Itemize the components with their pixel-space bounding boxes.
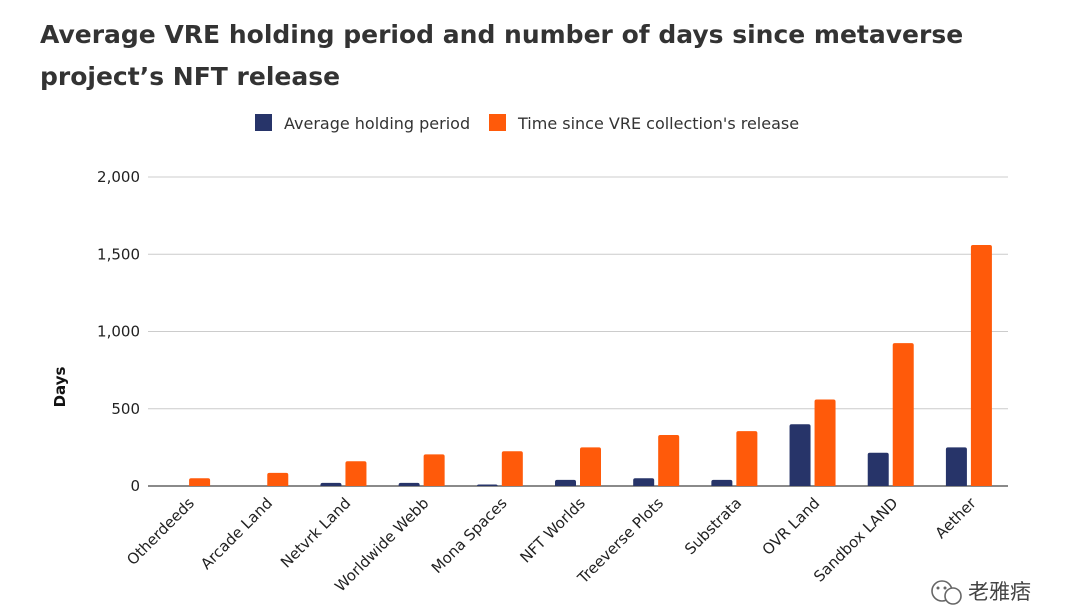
chart-title: Average VRE holding period and number of… — [40, 20, 964, 91]
bar-time-since-release — [814, 399, 836, 486]
y-tick-label: 0 — [130, 477, 140, 495]
watermark: 老雅痞 — [931, 580, 1031, 605]
bar-time-since-release — [345, 461, 367, 486]
bar-holding-period — [476, 484, 498, 487]
y-tick-label: 500 — [111, 400, 140, 418]
bar-time-since-release — [267, 472, 289, 486]
y-tick-labels: 0 500 1,000 1,500 2,000 — [97, 168, 140, 495]
bar-holding-period — [945, 447, 967, 486]
gridlines — [148, 176, 1008, 487]
x-tick-labels: Otherdeeds Arcade Land Netvrk LandWorldwid… — [123, 494, 980, 596]
bar-time-since-release — [501, 451, 523, 486]
bar-holding-period — [789, 424, 811, 486]
y-tick-label: 1,500 — [97, 245, 140, 263]
x-tick-label: Netvrk Land — [277, 494, 354, 571]
bar-holding-period — [711, 479, 733, 486]
bar-holding-period — [398, 482, 420, 486]
bar-time-since-release — [423, 454, 445, 486]
y-axis-label: Days — [51, 367, 69, 408]
x-tick-label: Arcade Land — [197, 494, 276, 573]
bar-time-since-release — [736, 431, 758, 486]
bar-holding-period — [555, 479, 576, 486]
bars — [189, 244, 992, 487]
legend-swatch-holding-period — [255, 114, 272, 131]
bar-time-since-release — [892, 343, 914, 486]
bar-time-since-release — [580, 447, 601, 486]
legend-label-time-since-release: Time since VRE collection's release — [517, 114, 799, 133]
bar-holding-period — [320, 482, 342, 486]
bar-holding-period — [867, 452, 889, 486]
bar-time-since-release — [970, 244, 992, 486]
y-tick-label: 2,000 — [97, 168, 140, 186]
y-tick-label: 1,000 — [97, 323, 140, 341]
legend: Average holding period Time since VRE co… — [255, 114, 799, 133]
bar-time-since-release — [658, 435, 680, 486]
legend-swatch-time-since-release — [489, 114, 506, 131]
bar-holding-period — [633, 478, 655, 486]
x-tick-label: Substrata — [681, 494, 745, 558]
wechat-icon — [931, 580, 962, 605]
bar-time-since-release — [189, 478, 211, 486]
x-tick-label: OVR Land — [759, 494, 824, 559]
x-tick-label: Otherdeeds — [123, 494, 198, 569]
watermark-text: 老雅痞 — [968, 580, 1031, 604]
x-tick-label: Aether — [932, 494, 981, 543]
x-tick-label: Sandbox LAND — [810, 494, 901, 585]
x-tick-label: Mona Spaces — [428, 494, 511, 577]
legend-label-holding-period: Average holding period — [284, 114, 470, 133]
x-tick-label: NFT Worlds — [516, 494, 588, 566]
